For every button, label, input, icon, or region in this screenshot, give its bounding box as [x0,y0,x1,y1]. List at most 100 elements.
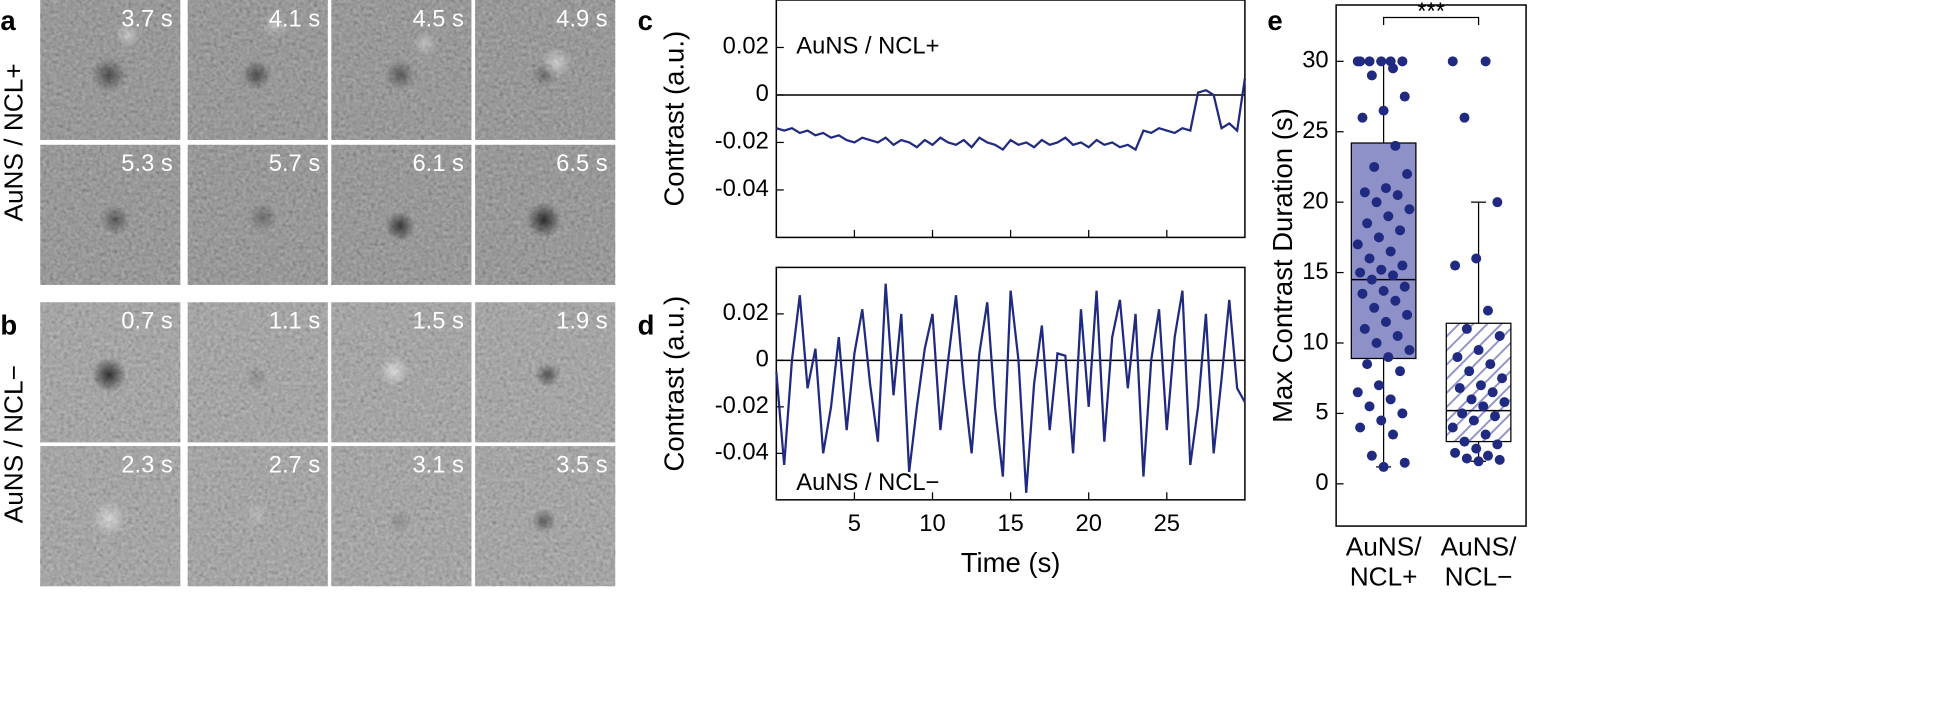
annotation: AuNS / NCL+ [796,34,939,60]
panel-label: d [638,310,655,341]
frame-time: 2.3 s [121,452,173,478]
data-point [1373,232,1384,243]
frame-time: 4.9 s [556,6,608,32]
frame-spot [541,47,572,78]
y-tick-label: 30 [1302,48,1328,74]
image-frame: 5.3 s [40,144,181,285]
image-frame: 2.7 s [187,446,328,587]
image-frame: 1.9 s [475,302,616,443]
image-frame: 3.5 s [475,446,616,587]
image-frame: 6.1 s [331,144,472,285]
y-tick-label: 10 [1302,329,1328,355]
data-point [1482,450,1493,461]
x-tick-label: AuNS/ [1346,531,1423,561]
frame-spot [247,202,278,233]
data-point [1385,394,1396,405]
row-label: AuNS / NCL+ [0,63,28,221]
y-tick-label: 0 [756,81,769,107]
frame-spot [244,502,269,528]
data-point [1397,56,1408,67]
image-frame: 1.5 s [331,302,472,443]
data-point [1392,330,1403,341]
data-point [1487,387,1498,398]
data-point [1380,316,1391,327]
data-point [1471,443,1482,454]
y-tick-label: 0 [1315,470,1328,496]
frame-spot [100,204,131,235]
data-point [1355,422,1366,433]
data-point [1369,302,1380,313]
x-tick-label: 10 [919,511,945,537]
data-point [1383,211,1394,222]
x-tick-label: 5 [848,511,861,537]
frame-time: 4.5 s [412,6,464,32]
frame-time: 1.9 s [556,309,608,335]
image-frame: 4.5 s [331,0,472,140]
data-point [1359,323,1370,334]
data-point [1471,253,1482,264]
data-point [1357,112,1368,123]
data-point [1497,373,1508,384]
panel-label: e [1267,5,1282,36]
y-tick-label: 0 [756,347,769,373]
data-point [1376,56,1387,67]
data-point [1447,422,1458,433]
frame-time: 3.5 s [556,452,608,478]
image-frame: 3.1 s [331,446,472,587]
data-point [1355,56,1366,67]
data-point [1373,380,1384,391]
data-point [1362,218,1373,229]
image-frame: 2.3 s [40,446,181,587]
frame-spot [412,31,438,57]
frame-time: 1.1 s [269,309,321,335]
data-point [1399,457,1410,468]
data-point [1380,183,1391,194]
frame-spot [526,202,562,238]
frame-spot [244,364,269,390]
data-point [1480,429,1491,440]
data-point [1378,285,1389,296]
data-point [1490,411,1501,422]
data-point [1404,345,1415,356]
y-tick-label: -0.04 [715,440,769,466]
y-tick-label: 0.02 [723,34,769,60]
data-line [775,78,1247,152]
data-point [1362,359,1373,370]
data-point [1399,91,1410,102]
y-tick-label: -0.04 [715,176,769,202]
data-point [1459,112,1470,123]
data-point [1492,439,1503,450]
frame-time: 1.5 s [412,309,464,335]
y-axis-label: Contrast (a.u.) [659,296,690,472]
data-point [1402,168,1413,179]
frame-time: 6.5 s [556,151,608,177]
frame-spot [378,356,409,387]
data-point [1366,450,1377,461]
data-point [1388,429,1399,440]
data-point [1378,461,1389,472]
significance-label: *** [1417,0,1445,25]
frame-spot [91,57,127,93]
x-tick-label: AuNS/ [1441,531,1518,561]
data-point [1457,408,1468,419]
x-tick-label: 25 [1154,511,1180,537]
y-tick-label: -0.02 [715,393,769,419]
data-point [1478,401,1489,412]
y-axis-label: Contrast (a.u.) [659,31,690,207]
data-point [1395,225,1406,236]
frame-spot [241,59,272,90]
data-point [1376,264,1387,275]
frame-spot [387,508,413,534]
frame-spot [531,508,557,534]
data-point [1402,309,1413,320]
data-point [1482,305,1493,316]
image-frame: 1.1 s [187,302,328,443]
data-point [1454,383,1465,394]
frame-time: 3.1 s [412,452,464,478]
y-axis-label: Max Contrast Duration (s) [1267,108,1298,423]
panel-label: a [0,5,16,36]
image-frame: 0.7 s [40,302,181,443]
data-point [1473,345,1484,356]
